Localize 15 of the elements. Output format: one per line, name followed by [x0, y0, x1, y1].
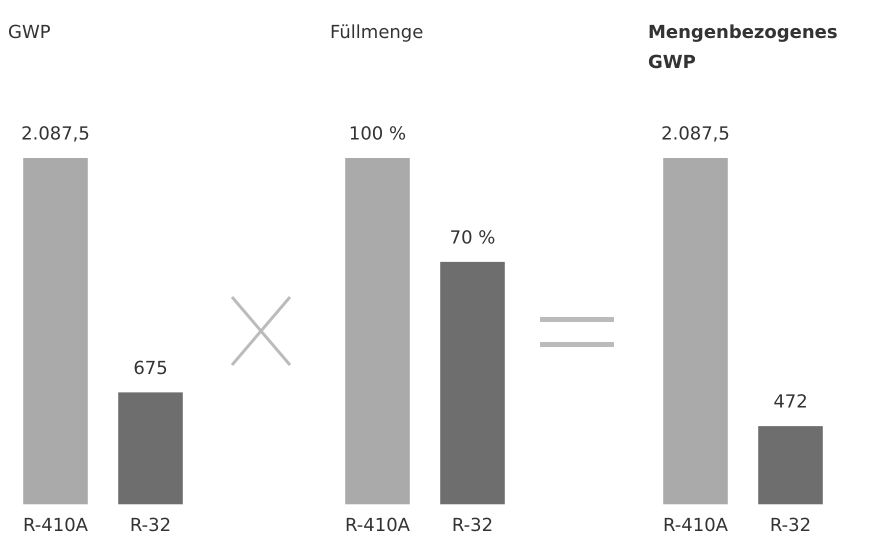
x-tick-label: R-32 [770, 514, 812, 536]
data-label: 70 % [450, 228, 496, 249]
x-tick-label: R-32 [130, 514, 172, 536]
data-label: 100 % [348, 124, 406, 145]
x-tick-label: R-410A [23, 514, 89, 536]
x-tick-label: R-32 [452, 514, 494, 536]
x-tick-label: R-410A [345, 514, 411, 536]
chart-title: Mengenbezogenes GWP [648, 21, 838, 75]
chart-title: GWP [8, 21, 52, 45]
x-tick-label: R-410A [663, 514, 729, 536]
data-label: 2.087,5 [21, 124, 90, 145]
data-label: 2.087,5 [661, 124, 730, 145]
data-label: 472 [773, 392, 808, 413]
chart-title: Füllmenge [330, 21, 424, 45]
data-label: 675 [133, 358, 168, 380]
